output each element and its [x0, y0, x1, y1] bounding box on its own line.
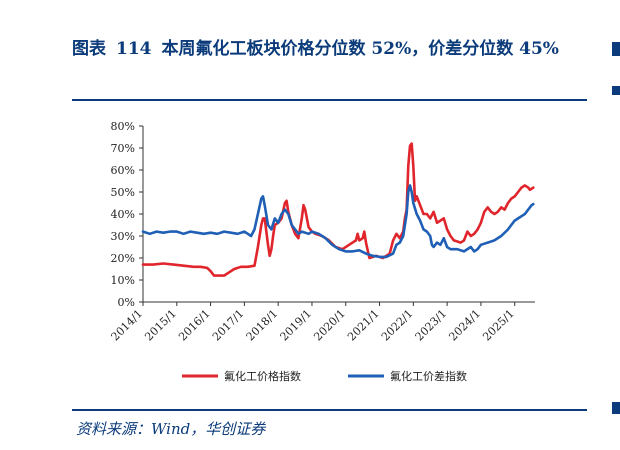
legend-label: 氟化工价格指数 [224, 369, 301, 383]
x-axis: 2014/12015/12016/12017/12018/12019/12020… [109, 301, 535, 344]
y-tick-label: 10% [111, 274, 135, 287]
x-tick-label: 2023/1 [413, 307, 450, 344]
y-tick-label: 0% [118, 296, 135, 309]
y-tick-label: 60% [111, 164, 135, 177]
x-tick-label: 2016/1 [176, 307, 213, 344]
x-tick-label: 2018/1 [244, 307, 281, 344]
x-tick-label: 2024/1 [446, 307, 483, 344]
x-tick-label: 2021/1 [345, 307, 382, 344]
next-panel-edge-bottom [612, 402, 620, 414]
source-note: 资料来源：Wind，华创证券 [76, 420, 266, 438]
x-tick-label: 2022/1 [379, 307, 416, 344]
legend: 氟化工价格指数 氟化工价差指数 [182, 369, 467, 383]
y-tick-label: 30% [111, 230, 135, 243]
series-layer [141, 142, 535, 277]
x-tick-label: 2019/1 [278, 307, 315, 344]
series-line-price-index [141, 142, 535, 277]
next-panel-edge-top [612, 42, 620, 56]
y-axis: 0% 10% 20% 30% 40% 50% 60% 70% 80% [111, 120, 144, 309]
series-line-spread-index [141, 184, 535, 259]
x-tick-label: 2015/1 [142, 307, 179, 344]
legend-label: 氟化工价差指数 [390, 369, 467, 383]
y-tick-label: 20% [111, 252, 135, 265]
y-tick-label: 80% [111, 120, 135, 133]
footer-rule [72, 409, 587, 411]
y-tick-label: 70% [111, 142, 135, 155]
figure-label: 图表 [72, 39, 106, 59]
x-tick-label: 2014/1 [109, 307, 146, 344]
x-tick-label: 2025/1 [480, 307, 517, 344]
y-tick-label: 50% [111, 186, 135, 199]
x-tick-label: 2017/1 [210, 307, 247, 344]
figure-header: 图表 114 本周氟化工板块价格分位数 52%，价差分位数 45% [72, 34, 587, 64]
y-tick-label: 40% [111, 208, 135, 221]
figure-number: 114 [116, 39, 152, 59]
x-tick-label: 2020/1 [311, 307, 348, 344]
header-rule [72, 99, 587, 101]
next-panel-edge-mid [612, 86, 620, 95]
figure-title: 本周氟化工板块价格分位数 52%，价差分位数 45% [161, 39, 559, 59]
